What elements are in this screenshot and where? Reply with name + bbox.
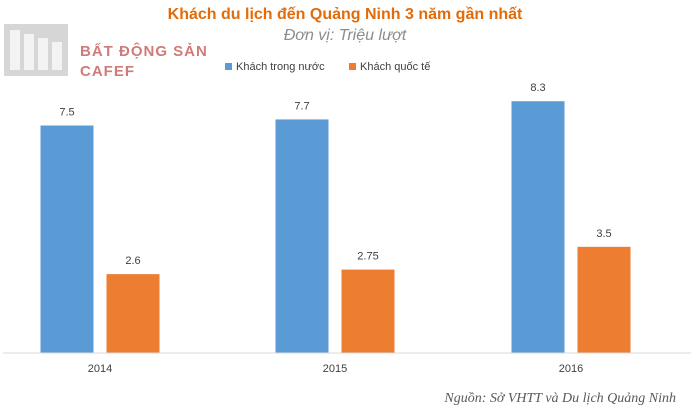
legend-swatch-domestic (225, 63, 232, 70)
legend-label-domestic: Khách trong nước (236, 61, 325, 73)
plot-area: 7.5 2.6 2014 7.7 2.75 2015 8.3 3.5 2016 (40, 82, 631, 375)
bar-domestic-2015 (275, 119, 329, 353)
data-label-domestic-2014: 7.5 (59, 107, 74, 119)
bar-domestic-2014 (40, 125, 94, 353)
legend-swatch-international (349, 63, 356, 70)
x-tick-label-2014: 2014 (88, 363, 112, 375)
data-label-domestic-2015: 7.7 (294, 100, 309, 112)
bar-international-2016 (577, 246, 631, 353)
data-label-international-2015: 2.75 (357, 251, 378, 263)
cafef-logo: BẤT ĐỘNG SẢN CAFEF (4, 24, 208, 80)
chart-title: Khách du lịch đến Quảng Ninh 3 năm gần n… (168, 6, 523, 23)
data-label-international-2016: 3.5 (596, 228, 611, 240)
x-tick-label-2016: 2016 (559, 363, 583, 375)
data-label-international-2014: 2.6 (125, 255, 140, 267)
logo-line2: CAFEF (80, 63, 135, 80)
data-label-domestic-2016: 8.3 (530, 82, 545, 94)
logo-line1: BẤT ĐỘNG SẢN (80, 42, 208, 60)
chart-subtitle: Đơn vị: Triệu lượt (284, 27, 407, 44)
x-tick-label-2015: 2015 (323, 363, 347, 375)
legend: Khách trong nước Khách quốc tế (225, 61, 430, 73)
bar-domestic-2016 (511, 101, 565, 353)
source-note: Nguồn: Sở VHTT và Du lịch Quảng Ninh (443, 391, 676, 406)
bar-international-2014 (106, 274, 160, 353)
bar-international-2015 (341, 269, 395, 353)
legend-label-international: Khách quốc tế (360, 61, 430, 73)
